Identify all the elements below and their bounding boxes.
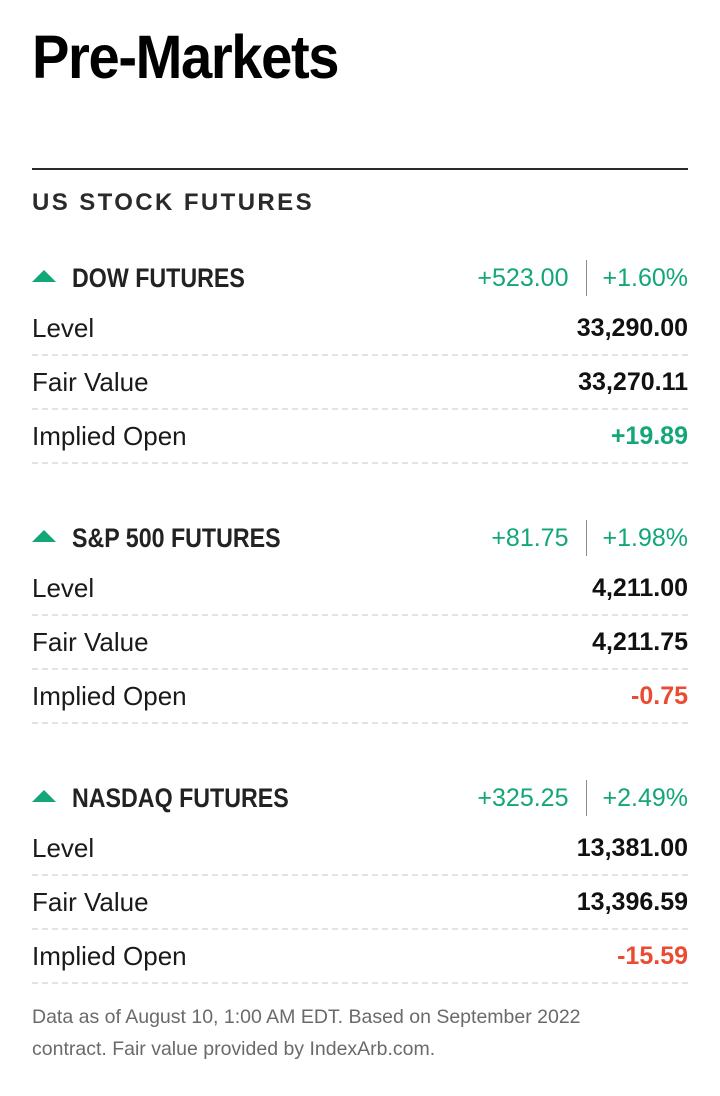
futures-header[interactable]: S&P 500 FUTURES +81.75 +1.98% [32, 512, 688, 562]
level-row: Level 4,211.00 [32, 562, 688, 616]
change-summary: +81.75 +1.98% [491, 520, 688, 556]
level-label: Level [32, 313, 95, 343]
futures-group-dow: DOW FUTURES +523.00 +1.60% Level 33,290.… [32, 252, 688, 468]
level-row: Level 13,381.00 [32, 822, 688, 876]
fair-value-value: 4,211.75 [592, 628, 688, 656]
fair-value-row: Fair Value 4,211.75 [32, 616, 688, 670]
change-value: +81.75 [491, 524, 569, 552]
level-label: Level [32, 573, 95, 603]
change-value: +325.25 [477, 784, 569, 812]
triangle-up-icon [32, 530, 56, 542]
change-divider [585, 780, 587, 816]
triangle-up-icon [32, 270, 56, 282]
futures-name: DOW FUTURES [72, 263, 245, 293]
futures-group-nasdaq: NASDAQ FUTURES +325.25 +2.49% Level 13,3… [32, 772, 688, 988]
level-value: 13,381.00 [576, 834, 688, 862]
change-summary: +523.00 +1.60% [477, 260, 688, 296]
fair-value-label: Fair Value [32, 627, 149, 657]
futures-name: NASDAQ FUTURES [72, 783, 289, 813]
futures-header[interactable]: DOW FUTURES +523.00 +1.60% [32, 252, 688, 302]
implied-open-row: Implied Open +19.89 [32, 410, 688, 464]
futures-group-sp500: S&P 500 FUTURES +81.75 +1.98% Level 4,21… [32, 512, 688, 728]
level-row: Level 33,290.00 [32, 302, 688, 356]
fair-value-row: Fair Value 13,396.59 [32, 876, 688, 930]
level-label: Level [32, 833, 95, 863]
futures-header[interactable]: NASDAQ FUTURES +325.25 +2.49% [32, 772, 688, 822]
change-percent: +1.60% [602, 264, 689, 292]
implied-open-value: -0.75 [631, 682, 688, 710]
implied-open-value: +19.89 [610, 422, 688, 450]
fair-value-row: Fair Value 33,270.11 [32, 356, 688, 410]
fair-value-label: Fair Value [32, 887, 149, 917]
fair-value-label: Fair Value [32, 367, 149, 397]
page-title: Pre-Markets [32, 23, 339, 91]
fair-value-value: 33,270.11 [578, 368, 688, 396]
change-value: +523.00 [477, 264, 569, 292]
implied-open-row: Implied Open -0.75 [32, 670, 688, 724]
change-percent: +1.98% [602, 524, 689, 552]
section-heading: US STOCK FUTURES [32, 189, 314, 216]
futures-name: S&P 500 FUTURES [72, 523, 281, 553]
implied-open-row: Implied Open -15.59 [32, 930, 688, 984]
title-divider [32, 168, 688, 170]
fair-value-value: 13,396.59 [576, 888, 688, 916]
implied-open-label: Implied Open [32, 421, 187, 451]
change-summary: +325.25 +2.49% [477, 780, 688, 816]
change-divider [585, 260, 587, 296]
triangle-up-icon [32, 790, 56, 802]
change-divider [585, 520, 587, 556]
change-percent: +2.49% [602, 784, 689, 812]
implied-open-label: Implied Open [32, 941, 187, 971]
level-value: 4,211.00 [592, 574, 688, 602]
level-value: 33,290.00 [576, 314, 688, 342]
implied-open-value: -15.59 [617, 942, 688, 970]
implied-open-label: Implied Open [32, 681, 187, 711]
data-footnote: Data as of August 10, 1:00 AM EDT. Based… [32, 1006, 581, 1060]
